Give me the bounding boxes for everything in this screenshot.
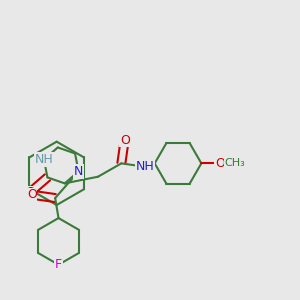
Text: O: O (27, 188, 37, 201)
Text: O: O (25, 186, 35, 199)
Text: N: N (74, 165, 83, 178)
Text: F: F (55, 258, 62, 271)
Text: O: O (120, 134, 130, 146)
Text: NH: NH (34, 153, 53, 166)
Text: CH₃: CH₃ (224, 158, 245, 168)
Text: NH: NH (135, 160, 154, 173)
Text: O: O (215, 157, 225, 170)
